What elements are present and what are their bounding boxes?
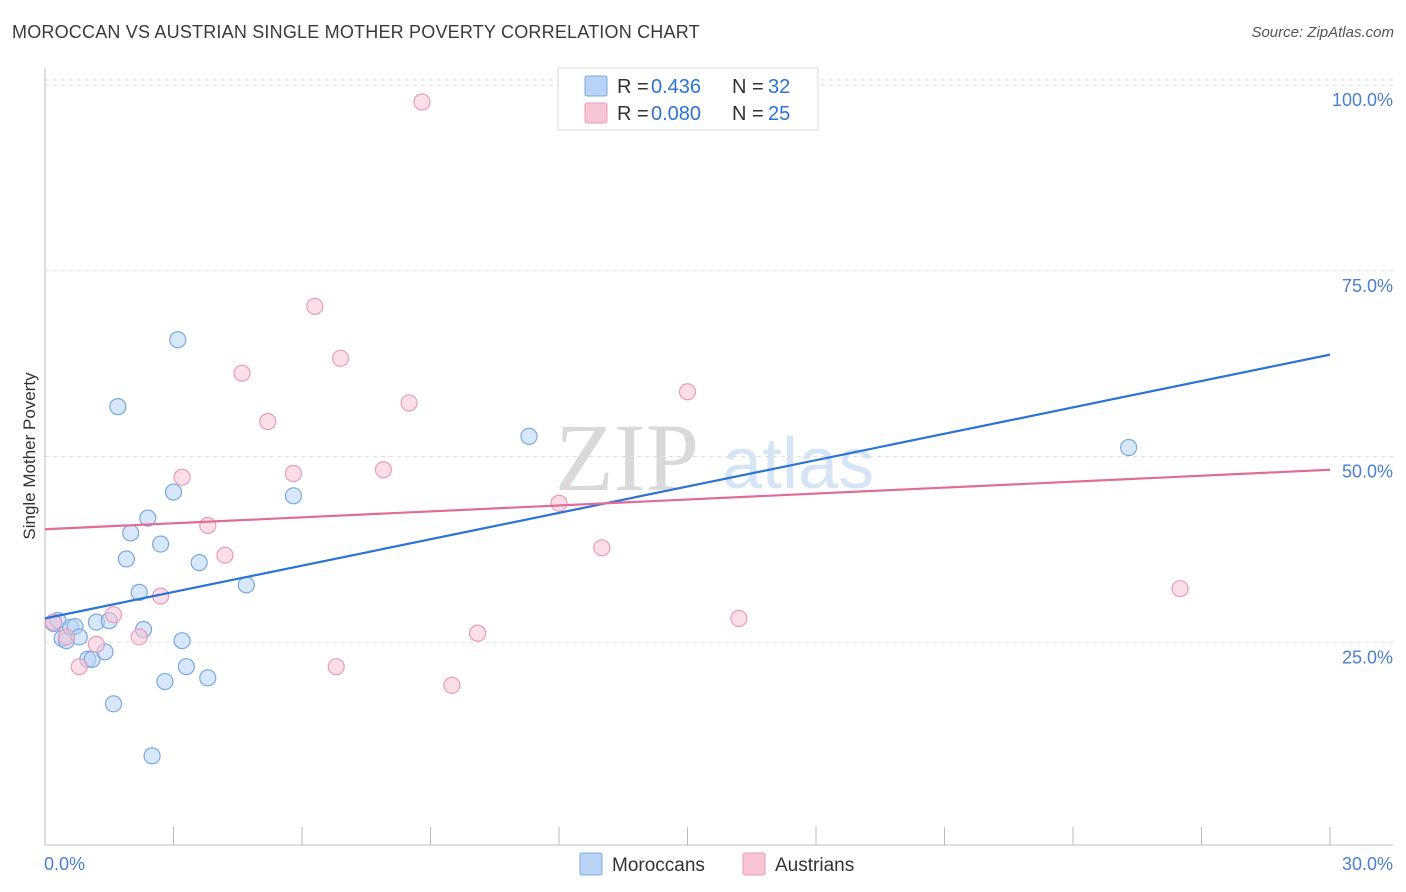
austrians-point <box>413 93 431 111</box>
bottom-legend-label-austrians: Austrians <box>775 855 854 876</box>
moroccans-point <box>237 576 255 594</box>
chart-title: MOROCCAN VS AUSTRIAN SINGLE MOTHER POVER… <box>12 22 700 42</box>
austrians-point <box>199 516 217 535</box>
austrians-point <box>400 394 418 412</box>
bottom-legend-label-moroccans: Moroccans <box>612 855 705 876</box>
y-tick-label-100: 100.0% <box>1332 90 1393 110</box>
moroccans-point <box>199 669 217 687</box>
austrians-point <box>331 349 350 367</box>
austrians-point <box>593 539 611 557</box>
gridlines <box>45 79 1393 643</box>
legend-n-label-1: N = <box>732 76 764 98</box>
legend-swatch-austrians <box>584 102 608 124</box>
moroccans-point <box>284 487 303 505</box>
moroccans-point <box>164 483 183 501</box>
moroccans-point <box>130 583 148 601</box>
legend-box: R = 0.436 N = 32 R = 0.080 N = 25 <box>557 67 819 131</box>
legend-n-value-2: 25 <box>768 103 790 125</box>
moroccans-point <box>177 658 195 676</box>
austrians-point <box>443 676 461 694</box>
series-austrians <box>44 93 1189 694</box>
austrians-point <box>57 628 76 646</box>
austrians-point <box>87 635 106 653</box>
trend-line-austrians <box>44 468 1331 531</box>
austrians-point <box>70 658 88 676</box>
x-tick-label-min: 0.0% <box>44 854 85 874</box>
moroccans-point <box>109 398 127 416</box>
austrians-point <box>104 606 123 624</box>
y-tick-label-75: 75.0% <box>1342 276 1393 296</box>
austrians-point <box>306 297 324 315</box>
legend-n-label-2: N = <box>732 103 764 125</box>
moroccans-point <box>139 509 157 527</box>
bottom-legend-swatch-austrians <box>742 852 766 876</box>
austrians-point <box>469 624 487 642</box>
moroccans-point <box>117 550 135 568</box>
moroccans-point <box>1120 438 1138 457</box>
legend-r-value-1: 0.436 <box>651 76 701 98</box>
y-axis-title: Single Mother Poverty <box>20 372 39 540</box>
legend-r-label-1: R = <box>617 76 649 98</box>
bottom-legend-swatch-moroccans <box>579 852 603 876</box>
moroccans-point <box>122 524 140 542</box>
x-ticks <box>173 827 1331 845</box>
austrians-point <box>730 609 748 627</box>
austrians-point <box>259 412 277 431</box>
austrians-point <box>130 628 148 646</box>
austrians-point <box>327 658 345 676</box>
bottom-legend: Moroccans Austrians <box>579 852 854 876</box>
source-label: Source: ZipAtlas.com <box>1251 24 1394 41</box>
axes <box>44 68 1393 846</box>
austrians-point <box>678 383 697 401</box>
austrians-point <box>1171 580 1189 598</box>
trend-lines <box>44 353 1331 620</box>
moroccans-point <box>104 695 123 713</box>
austrians-point <box>233 364 251 382</box>
watermark: ZIP atlas <box>555 404 874 511</box>
legend-n-value-1: 32 <box>768 76 790 98</box>
data-points <box>44 93 1189 765</box>
moroccans-point <box>190 554 208 572</box>
austrians-point <box>374 461 392 479</box>
legend-swatch-moroccans <box>584 75 608 97</box>
y-tick-label-50: 50.0% <box>1342 462 1393 482</box>
x-tick-label-max: 30.0% <box>1342 854 1393 874</box>
moroccans-point <box>152 535 170 553</box>
moroccans-point <box>520 427 538 445</box>
austrians-point <box>173 468 191 486</box>
moroccans-point <box>169 331 187 349</box>
y-tick-labels: 25.0% 50.0% 75.0% 100.0% <box>1332 90 1393 667</box>
austrians-point <box>550 494 568 512</box>
trend-line-moroccans <box>44 353 1331 620</box>
watermark-zip: ZIP <box>555 404 699 511</box>
legend-r-value-2: 0.080 <box>651 103 701 125</box>
austrians-point <box>284 464 303 483</box>
moroccans-point <box>156 672 174 691</box>
y-tick-label-25: 25.0% <box>1342 647 1393 667</box>
moroccans-point <box>143 747 161 765</box>
moroccans-point <box>173 632 191 650</box>
series-moroccans <box>44 331 1138 765</box>
austrians-point <box>216 546 234 564</box>
legend-r-label-2: R = <box>617 103 649 125</box>
